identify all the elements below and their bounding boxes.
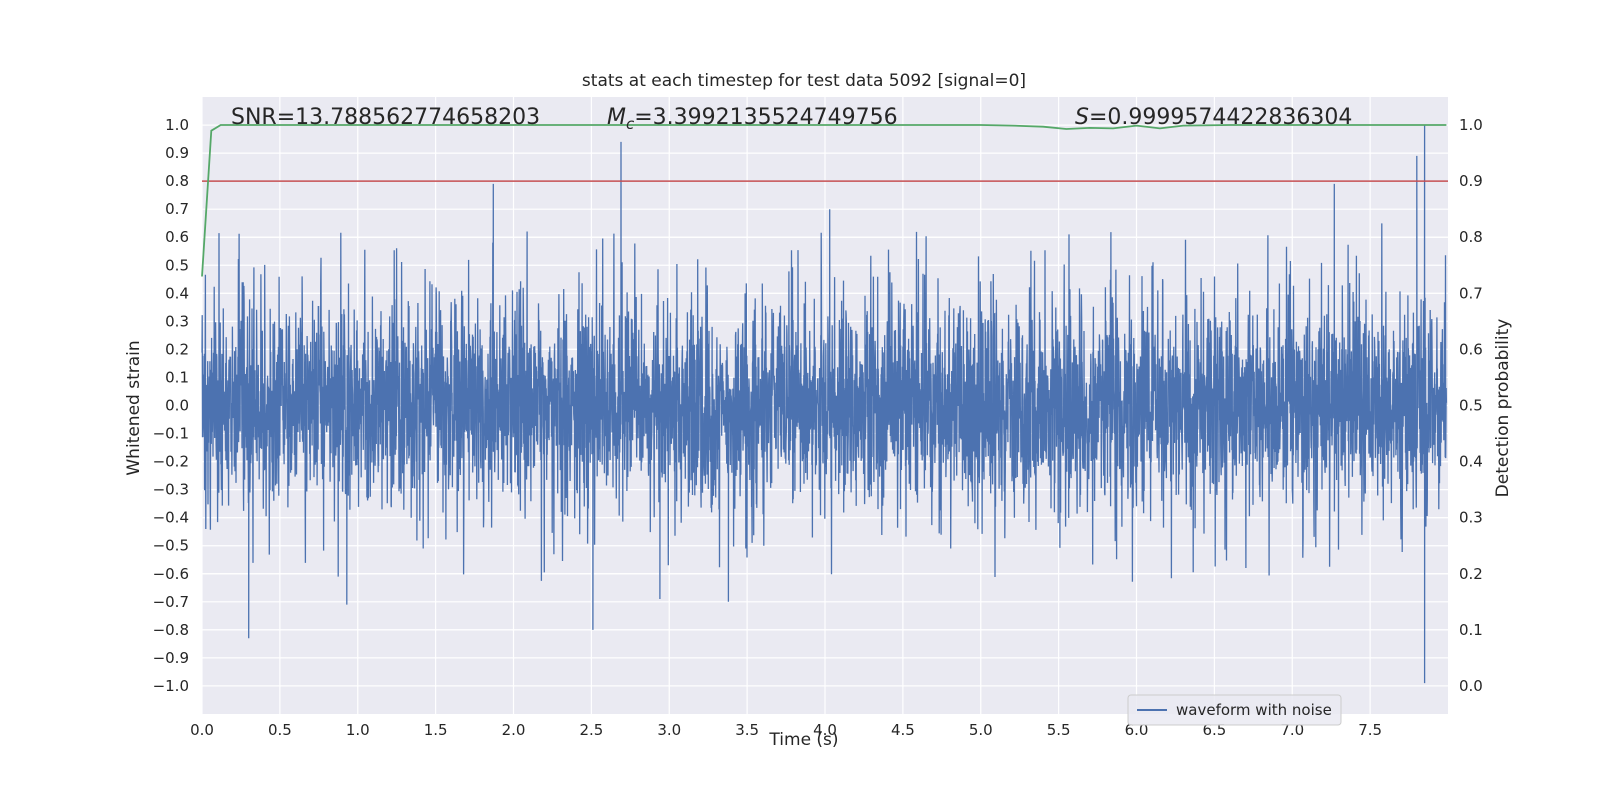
chirp-mass-subscript: c [626, 115, 635, 133]
y2-tick-label: 0.2 [1459, 565, 1483, 583]
score-symbol: S [1075, 105, 1089, 130]
y-axis-ticks: 1.0 0.9 0.8 0.7 0.6 0.5 0.4 0.3 0.2 0.1 0.0 −0.1 −0.… [153, 116, 189, 695]
chirp-mass-value: =3.3992135524749756 [634, 105, 897, 130]
waveform-line [201, 124, 1448, 684]
y-tick-label: 0.7 [165, 200, 189, 218]
legend-label: waveform with noise [1176, 701, 1332, 719]
snr-annotation: SNR=13.788562774658203 [231, 105, 540, 130]
legend: waveform with noise [1127, 694, 1342, 726]
x-tick-label: 1.5 [424, 721, 448, 739]
y-tick-label: 0.2 [165, 340, 189, 358]
chart-title: stats at each timestep for test data 509… [582, 71, 1026, 91]
x-tick-label: 3.0 [657, 721, 681, 739]
y-tick-label: −0.2 [153, 453, 189, 471]
y-tick-label: 0.4 [165, 284, 189, 302]
y-tick-label: 1.0 [165, 116, 189, 134]
x-tick-label: 3.5 [735, 721, 759, 739]
y2-tick-label: 0.3 [1459, 509, 1483, 527]
x-tick-label: 7.5 [1358, 721, 1382, 739]
y-tick-label: 0.5 [165, 256, 189, 274]
y-tick-label: −0.6 [153, 565, 189, 583]
chirp-mass-symbol: M [607, 105, 626, 130]
x-tick-label: 5.5 [1047, 721, 1071, 739]
chirp-mass-annotation: Mc=3.3992135524749756 [607, 105, 898, 133]
y2-tick-label: 0.0 [1459, 677, 1483, 695]
y2-tick-label: 0.4 [1459, 453, 1483, 471]
score-value: =0.9999574422836304 [1089, 105, 1352, 130]
y-tick-label: 0.9 [165, 144, 189, 162]
y-tick-label: 0.3 [165, 312, 189, 330]
x-tick-label: 2.5 [579, 721, 603, 739]
y2-tick-label: 0.9 [1459, 172, 1483, 190]
x-axis-ticks: 0.0 0.5 1.0 1.5 2.0 2.5 3.0 3.5 4.0 4.5 5.0 5.5 6.0 6… [190, 721, 1382, 739]
y2-axis-label: Detection probability [1493, 319, 1513, 498]
probability-series [201, 124, 1447, 277]
x-tick-label: 4.5 [891, 721, 915, 739]
score-annotation: S=0.9999574422836304 [1075, 105, 1352, 130]
x-tick-label: 4.0 [813, 721, 837, 739]
probability-line [201, 124, 1447, 277]
x-axis-label: Time (s) [768, 730, 838, 750]
y-tick-label: −0.3 [153, 481, 189, 499]
y-tick-label: 0.1 [165, 368, 189, 386]
y2-tick-label: 0.6 [1459, 340, 1483, 358]
waveform-series [201, 124, 1448, 684]
legend-box [1127, 694, 1342, 726]
y2-axis-ticks: 1.0 0.9 0.8 0.7 0.6 0.5 0.4 0.3 0.2 0.1 0.0 [1459, 116, 1483, 695]
y2-tick-label: 0.8 [1459, 228, 1483, 246]
y2-tick-label: 1.0 [1459, 116, 1483, 134]
y-tick-label: −0.4 [153, 509, 189, 527]
y2-tick-label: 0.5 [1459, 397, 1483, 415]
y-tick-label: −0.1 [153, 425, 189, 443]
x-tick-label: 2.0 [502, 721, 526, 739]
y-tick-label: −0.9 [153, 649, 189, 667]
y-tick-label: 0.6 [165, 228, 189, 246]
y-tick-label: 0.0 [165, 397, 189, 415]
y-tick-label: −1.0 [153, 677, 189, 695]
y2-tick-label: 0.7 [1459, 284, 1483, 302]
x-tick-label: 5.0 [969, 721, 993, 739]
y-tick-label: −0.5 [153, 537, 189, 555]
x-tick-label: 0.5 [268, 721, 292, 739]
y2-tick-label: 0.1 [1459, 621, 1483, 639]
y-tick-label: 0.8 [165, 172, 189, 190]
x-tick-label: 1.0 [346, 721, 370, 739]
x-tick-label: 0.0 [190, 721, 214, 739]
y-tick-label: −0.7 [153, 593, 189, 611]
y-tick-label: −0.8 [153, 621, 189, 639]
y-axis-label: Whitened strain [124, 340, 144, 475]
